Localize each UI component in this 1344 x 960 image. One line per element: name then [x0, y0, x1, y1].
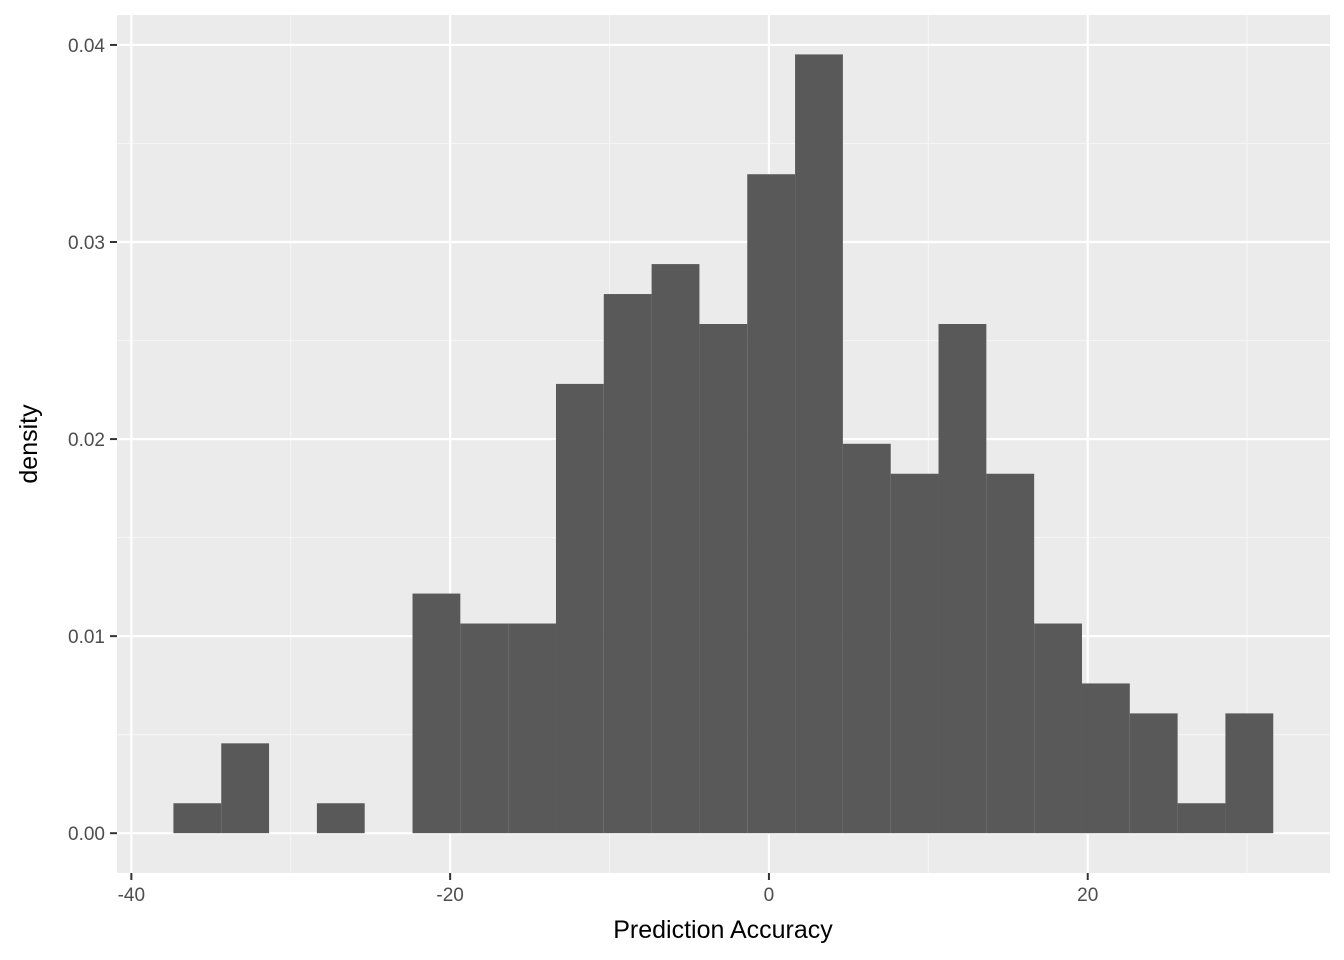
histogram-bar	[842, 443, 891, 834]
histogram-bar	[1177, 803, 1226, 834]
y-tick-label: 0.02	[68, 430, 105, 451]
x-axis: -40 -20 0 20	[118, 873, 1098, 906]
histogram-bar	[651, 264, 700, 834]
histogram-bar	[890, 473, 939, 834]
histogram-bar	[412, 593, 461, 834]
histogram-bar	[173, 803, 222, 834]
histogram-bar	[795, 54, 843, 834]
y-axis-title: density	[15, 404, 43, 484]
histogram-bar	[938, 323, 987, 834]
histogram-bar	[460, 623, 509, 834]
histogram-bar	[603, 294, 652, 834]
y-tick-label: 0.01	[68, 627, 105, 648]
x-axis-title: Prediction Accuracy	[613, 916, 833, 944]
histogram-bar	[1081, 683, 1130, 834]
histogram-bar	[221, 743, 270, 834]
histogram-bar	[986, 473, 1035, 834]
histogram-bar	[555, 383, 604, 834]
histogram-bars	[173, 54, 1274, 834]
x-tick-label: 20	[1077, 885, 1098, 906]
histogram-bar	[699, 323, 748, 834]
histogram-bar	[1034, 623, 1082, 834]
x-tick-label: -40	[118, 885, 145, 906]
histogram-bar	[1129, 713, 1178, 834]
y-tick-label: 0.03	[68, 233, 105, 254]
histogram-bar	[1225, 713, 1274, 834]
y-axis: 0.00 0.01 0.02 0.03 0.04	[68, 36, 117, 845]
histogram-bar	[508, 623, 556, 834]
y-tick-label: 0.04	[68, 36, 105, 57]
x-tick-label: -20	[436, 885, 463, 906]
histogram-bar	[747, 174, 796, 834]
y-tick-label: 0.00	[68, 824, 105, 845]
x-tick-label: 0	[764, 885, 775, 906]
histogram-bar	[316, 803, 365, 834]
